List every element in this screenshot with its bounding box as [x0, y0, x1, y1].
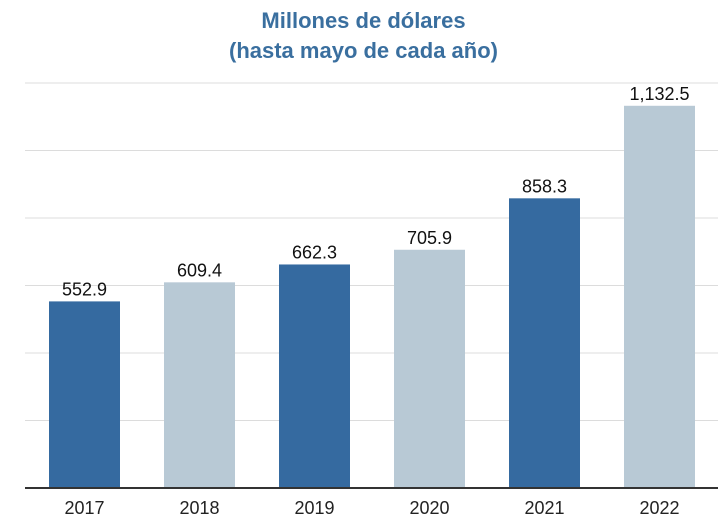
x-tick-label-2022: 2022 — [639, 498, 679, 518]
x-tick-label-2018: 2018 — [179, 498, 219, 518]
chart-title: Millones de dólares (hasta mayo de cada … — [0, 6, 727, 66]
data-label-2022: 1,132.5 — [629, 84, 689, 104]
data-label-2018: 609.4 — [177, 260, 222, 280]
x-tick-label-2021: 2021 — [524, 498, 564, 518]
x-tick-label-2019: 2019 — [294, 498, 334, 518]
data-label-2017: 552.9 — [62, 279, 107, 299]
bar-2018 — [164, 282, 235, 488]
data-labels: 552.9 609.4 662.3 705.9 858.3 1,132.5 — [62, 84, 690, 300]
bar-2021 — [509, 198, 580, 489]
gridlines — [25, 82, 718, 421]
bar-2017 — [49, 301, 120, 488]
data-label-2019: 662.3 — [292, 242, 337, 262]
bar-2019 — [279, 264, 350, 488]
bar-2020 — [394, 249, 465, 488]
x-tick-labels: 2017 2018 2019 2020 2021 2022 — [64, 498, 679, 518]
chart-title-line1: Millones de dólares — [261, 8, 466, 33]
bars — [49, 105, 695, 489]
chart-title-line2: (hasta mayo de cada año) — [229, 38, 498, 63]
data-label-2020: 705.9 — [407, 228, 452, 248]
x-tick-label-2017: 2017 — [64, 498, 104, 518]
data-label-2021: 858.3 — [522, 176, 567, 196]
x-tick-label-2020: 2020 — [409, 498, 449, 518]
bar-2022 — [624, 105, 695, 488]
